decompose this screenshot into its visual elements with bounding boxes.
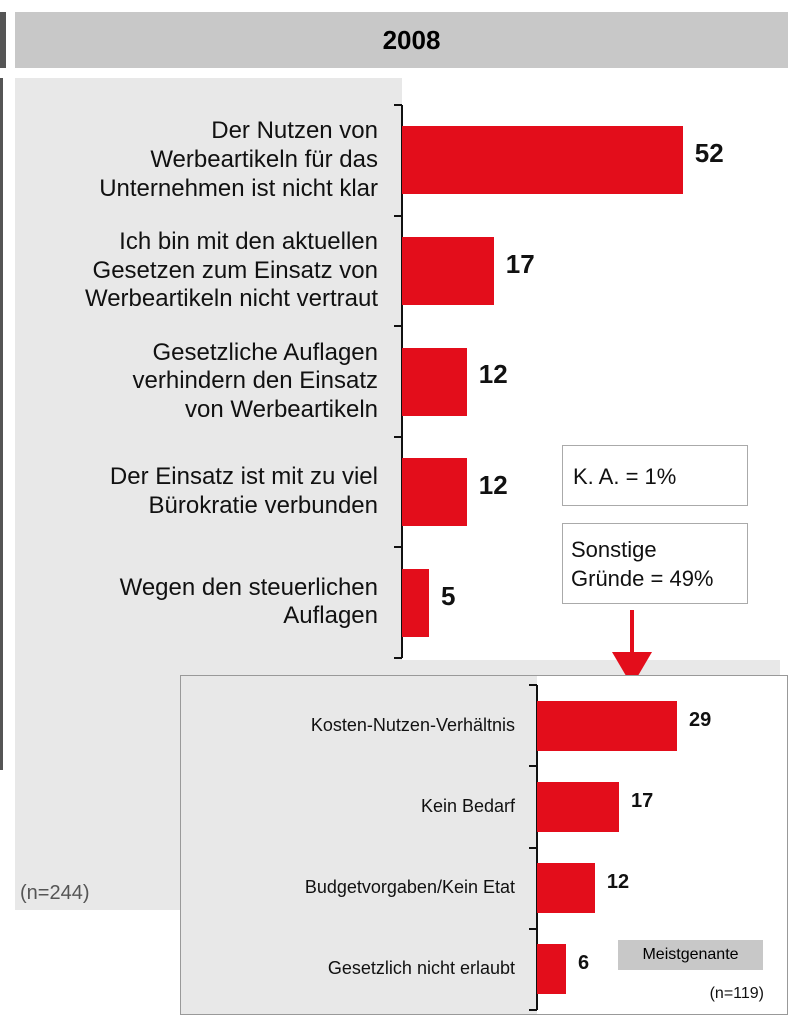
annotation: Sonstige Gründe = 49% xyxy=(562,523,748,604)
data-label: 12 xyxy=(478,470,508,500)
data-label: 12 xyxy=(478,359,508,390)
bar xyxy=(402,126,683,195)
bar xyxy=(537,781,620,832)
tick xyxy=(394,435,402,438)
category-label: Wegen den steuerlichen Auflagen xyxy=(119,573,378,630)
bar xyxy=(402,236,494,305)
tick xyxy=(529,846,537,849)
legend-note: Meistgenante xyxy=(618,940,763,970)
bar xyxy=(402,458,467,527)
category-label: Gesetzlich nicht erlaubt xyxy=(327,958,515,979)
tick xyxy=(529,927,537,930)
data-label: 17 xyxy=(631,789,654,812)
bar xyxy=(537,700,677,751)
sample-size: (n=244) xyxy=(20,882,90,904)
category-label: Kosten-Nutzen-Verhältnis xyxy=(310,714,515,735)
bar xyxy=(402,347,467,416)
bar xyxy=(537,863,595,914)
tick xyxy=(394,214,402,217)
category-label: Budgetvorgaben/Kein Etat xyxy=(304,877,515,898)
annotation: K. A. = 1% xyxy=(562,445,748,506)
data-label: 6 xyxy=(577,952,590,975)
edge-strip xyxy=(0,12,6,68)
category-label: Der Nutzen von Werbeartikeln für das Unt… xyxy=(99,117,378,202)
data-label: 12 xyxy=(606,871,630,894)
category-label: Der Einsatz ist mit zu viel Bürokratie v… xyxy=(109,463,378,519)
data-label: 5 xyxy=(441,580,456,611)
tick xyxy=(529,765,537,768)
bar xyxy=(402,568,429,637)
category-label: Ich bin mit den aktuellen Gesetzen zum E… xyxy=(84,227,378,313)
data-label: 17 xyxy=(505,248,535,279)
edge-line xyxy=(0,78,3,770)
tick xyxy=(529,684,537,686)
tick xyxy=(394,546,402,549)
bar xyxy=(537,944,566,995)
category-label: Kein Bedarf xyxy=(420,795,515,816)
tick xyxy=(394,657,402,659)
data-label: 52 xyxy=(694,138,724,169)
data-label: 29 xyxy=(688,708,712,731)
chart-title: 2008 xyxy=(15,12,788,68)
tick xyxy=(394,104,402,106)
tick xyxy=(394,325,402,328)
category-label: Gesetzliche Auflagen verhindern den Eins… xyxy=(132,338,378,424)
arrow-shaft xyxy=(630,610,634,665)
axis-line xyxy=(536,685,538,1010)
sample-size: (n=119) xyxy=(709,985,764,1002)
tick xyxy=(529,1009,537,1011)
